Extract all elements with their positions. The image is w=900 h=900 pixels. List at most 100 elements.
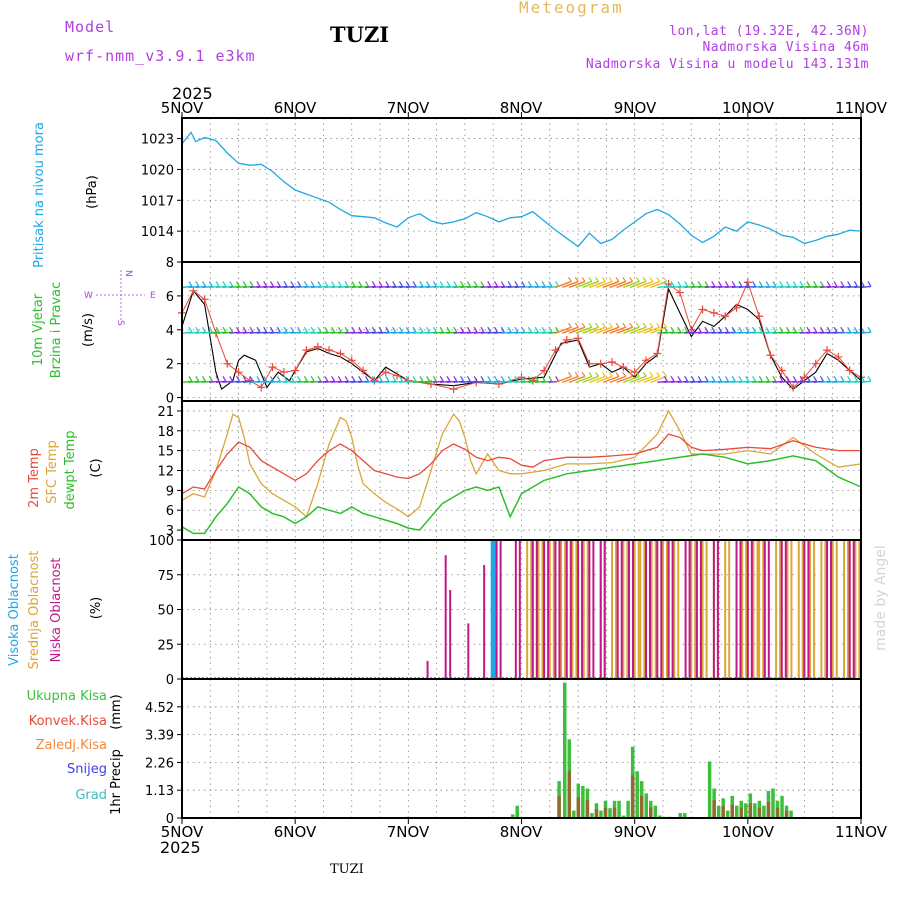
wind-barb	[365, 376, 370, 382]
wind-barb	[249, 376, 254, 382]
wind-barb	[548, 326, 553, 333]
ytick-label-temperature: 3	[166, 524, 174, 539]
wind-barb	[331, 326, 336, 333]
precip-conv-bar	[730, 804, 734, 818]
wind-barb	[635, 371, 640, 377]
wind-barb	[208, 376, 213, 382]
axis-layer: 1014101710201023024683691215182102550751…	[141, 112, 862, 827]
compass-n: N	[123, 270, 133, 277]
wind-barb	[738, 376, 743, 382]
wind-unit: (m/s)	[81, 313, 96, 347]
wind-barb	[269, 376, 274, 382]
wind-barb	[616, 280, 633, 289]
wind-barb	[527, 281, 533, 287]
wind-barb	[623, 326, 640, 334]
wind-barb	[310, 326, 315, 333]
wind-barb	[765, 376, 770, 382]
wind-barb	[378, 281, 383, 287]
wind-barb	[704, 326, 709, 333]
gust-marker	[393, 371, 402, 380]
wind-barb	[690, 376, 695, 382]
wind-barb	[494, 326, 499, 333]
wind-barb	[650, 280, 667, 289]
wind-barb	[656, 371, 661, 377]
precip-bar	[707, 761, 712, 818]
wind-barb	[303, 376, 308, 382]
wind-barb	[629, 371, 634, 377]
wind-barb	[405, 326, 410, 333]
wind-barb	[487, 326, 492, 333]
wind-barb	[860, 380, 872, 384]
precip-conv-bar	[585, 800, 590, 818]
wind-barb	[215, 281, 220, 287]
wind-barb	[337, 326, 342, 333]
wind-barb	[236, 281, 241, 287]
x-tick-top-1: 6NOV	[274, 99, 317, 117]
gust-marker	[268, 363, 277, 372]
wind-barb	[310, 281, 315, 287]
wind-barb	[711, 326, 716, 333]
wind-barb	[595, 322, 600, 328]
wind-ylabel-2: Brzina i Pravac	[49, 282, 64, 379]
wind-barb	[283, 376, 288, 382]
wind-barb	[446, 281, 451, 287]
wind-barb	[276, 376, 281, 382]
wind-barb	[792, 376, 797, 382]
wind-barb	[297, 281, 302, 287]
wind-barb	[649, 371, 654, 377]
wind-barb	[567, 322, 572, 328]
precip-conv-bar	[567, 770, 572, 818]
precip-unit: (mm)	[109, 694, 124, 729]
wind-barb	[745, 281, 750, 287]
precip-bar	[510, 814, 515, 818]
wind-barb	[439, 376, 444, 382]
wind-barb	[419, 376, 424, 382]
wind-barb	[188, 281, 193, 287]
wind-barb	[453, 281, 458, 287]
wind-barb	[629, 322, 634, 328]
precip-conv-bar	[576, 797, 581, 818]
wind-barb	[222, 326, 227, 333]
precip-conv-bar	[603, 807, 608, 818]
x-tick-bottom-1: 6NOV	[274, 823, 317, 841]
wind-barb	[779, 376, 784, 382]
precip-bar	[753, 803, 757, 818]
precip-bar	[771, 788, 775, 818]
wind-barb	[507, 376, 512, 382]
ytick-label-clouds: 100	[149, 534, 174, 549]
station-title: TUZI	[330, 22, 390, 47]
wind-barb	[588, 277, 593, 282]
wind-barb	[514, 281, 519, 287]
wind-barb	[786, 326, 791, 333]
wind-barb	[568, 375, 586, 384]
wind-barb	[344, 376, 349, 382]
model-name: wrf-nmm_v3.9.1 e3km	[65, 47, 256, 65]
wind-barb	[643, 375, 660, 384]
wind-barb	[229, 326, 234, 333]
precip-bar	[617, 800, 621, 818]
wind-barb	[222, 376, 227, 382]
wind-barb	[595, 280, 613, 289]
wind-barb	[500, 376, 505, 382]
wind-compass: W E N S	[84, 270, 156, 326]
wind-barb	[568, 280, 586, 289]
wind-barb	[853, 326, 858, 333]
wind-barb	[588, 322, 593, 328]
ytick-label-precip: 0	[166, 812, 174, 827]
wind-barb	[581, 277, 586, 282]
x-tick-top-5: 10NOV	[722, 99, 775, 117]
wind-barb	[649, 277, 654, 282]
compass-w: W	[84, 291, 93, 301]
wind-barb	[202, 281, 207, 287]
wind-barb	[466, 376, 471, 382]
pressure-unit: (hPa)	[85, 175, 100, 209]
precip-bar	[744, 803, 748, 818]
wind-barb	[806, 281, 811, 287]
wind-barb	[724, 376, 729, 382]
precip-bar	[762, 805, 766, 818]
wind-barb	[615, 322, 620, 328]
precip-conv-bar	[775, 807, 780, 818]
precip-conv-bar	[557, 795, 561, 818]
cloud-ylabel-1: Visoka Oblacnost	[7, 554, 22, 666]
gust-marker	[223, 359, 232, 368]
